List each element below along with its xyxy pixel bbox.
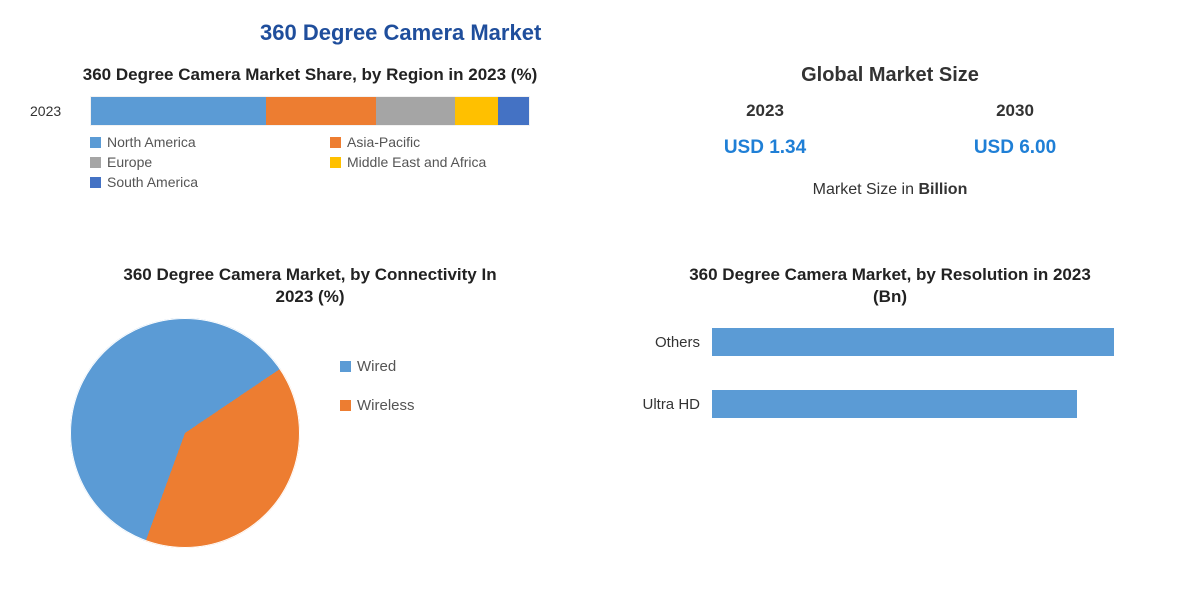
region-row-label: 2023 [30, 103, 90, 119]
resolution-bar-row: Ultra HD [610, 390, 1150, 418]
market-size-columns: 2023 USD 1.34 2030 USD 6.00 [640, 101, 1140, 159]
resolution-bar [712, 328, 1114, 356]
resolution-bar [712, 390, 1077, 418]
legend-label: Wired [357, 358, 396, 375]
region-segment [498, 97, 529, 125]
legend-label: North America [107, 134, 196, 150]
region-segment [266, 97, 376, 125]
legend-label: Europe [107, 154, 152, 170]
region-legend: North America Asia-Pacific Europe Middle Ea… [90, 134, 590, 190]
legend-label: Wireless [357, 397, 415, 414]
market-size-year: 2023 [724, 101, 806, 121]
page-title: 360 Degree Camera Market [260, 20, 1170, 46]
legend-item: North America [90, 134, 290, 150]
legend-item: Europe [90, 154, 290, 170]
resolution-bar-track [712, 328, 1150, 356]
connectivity-pie [70, 318, 300, 548]
legend-swatch [330, 157, 341, 168]
resolution-bar-label: Ultra HD [610, 396, 700, 413]
market-size-panel: Global Market Size 2023 USD 1.34 2030 US… [600, 64, 1180, 254]
market-size-year: 2030 [974, 101, 1056, 121]
legend-item: South America [90, 174, 290, 190]
market-size-value: USD 6.00 [974, 137, 1056, 159]
legend-label: Middle East and Africa [347, 154, 486, 170]
region-chart-title: 360 Degree Camera Market Share, by Regio… [30, 64, 590, 86]
market-size-col-2030: 2030 USD 6.00 [974, 101, 1056, 159]
market-size-unit-prefix: Market Size in [813, 181, 919, 198]
region-stacked-bar [90, 96, 530, 126]
resolution-panel: 360 Degree Camera Market, by Resolution … [600, 264, 1180, 584]
market-size-unit: Market Size in Billion [640, 181, 1140, 199]
legend-swatch [90, 177, 101, 188]
market-size-heading: Global Market Size [640, 64, 1140, 87]
market-size-unit-bold: Billion [918, 181, 967, 198]
connectivity-panel: 360 Degree Camera Market, by Connectivit… [30, 264, 590, 584]
legend-swatch [90, 137, 101, 148]
region-share-panel: 360 Degree Camera Market Share, by Regio… [30, 64, 590, 254]
region-segment [455, 97, 499, 125]
legend-item: Wireless [340, 397, 415, 414]
legend-swatch [330, 137, 341, 148]
resolution-bar-area: Others Ultra HD [600, 318, 1180, 418]
connectivity-legend: Wired Wireless [340, 358, 415, 436]
legend-item: Wired [340, 358, 415, 375]
region-segment [376, 97, 455, 125]
dashboard-grid: 360 Degree Camera Market Share, by Regio… [30, 64, 1170, 584]
resolution-chart-title: 360 Degree Camera Market, by Resolution … [600, 264, 1180, 308]
market-size-value: USD 1.34 [724, 137, 806, 159]
legend-swatch [90, 157, 101, 168]
resolution-bar-row: Others [610, 328, 1150, 356]
legend-label: South America [107, 174, 198, 190]
region-segment [91, 97, 266, 125]
legend-label: Asia-Pacific [347, 134, 420, 150]
legend-item: Asia-Pacific [330, 134, 530, 150]
resolution-bar-track [712, 390, 1150, 418]
legend-item: Middle East and Africa [330, 154, 530, 170]
connectivity-chart-title: 360 Degree Camera Market, by Connectivit… [30, 264, 590, 308]
resolution-bar-label: Others [610, 334, 700, 351]
legend-swatch [340, 361, 351, 372]
region-stacked-row: 2023 [30, 96, 590, 126]
connectivity-pie-wrap: Wired Wireless [30, 318, 590, 548]
market-size-col-2023: 2023 USD 1.34 [724, 101, 806, 159]
legend-swatch [340, 400, 351, 411]
